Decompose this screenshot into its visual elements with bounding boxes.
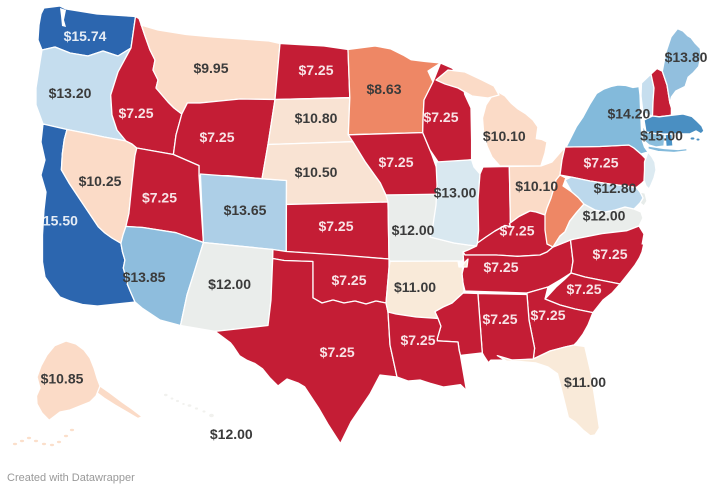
svg-text:$10.10: $10.10: [483, 128, 526, 144]
svg-text:$10.50: $10.50: [295, 164, 338, 180]
svg-text:$13.65: $13.65: [224, 202, 267, 218]
svg-text:$7.25: $7.25: [423, 109, 458, 125]
svg-text:$12.80: $12.80: [594, 180, 637, 196]
svg-text:$13.00: $13.00: [434, 185, 477, 201]
svg-text:$11.00: $11.00: [394, 279, 436, 295]
svg-text:$7.25: $7.25: [566, 281, 601, 297]
svg-text:$7.25: $7.25: [530, 307, 565, 323]
svg-text:$10.10: $10.10: [515, 178, 558, 194]
svg-text:$14.20: $14.20: [607, 106, 650, 122]
svg-text:$7.25: $7.25: [483, 259, 518, 275]
svg-text:$7.25: $7.25: [199, 129, 234, 145]
svg-text:$7.25: $7.25: [331, 272, 366, 288]
svg-text:$7.25: $7.25: [592, 246, 627, 262]
svg-text:$13.20: $13.20: [49, 85, 92, 101]
svg-text:$10.80: $10.80: [295, 110, 338, 126]
svg-text:$12.00: $12.00: [583, 208, 626, 224]
svg-text:$7.25: $7.25: [142, 190, 177, 206]
svg-text:$12.00: $12.00: [210, 426, 253, 442]
svg-text:$7.25: $7.25: [118, 105, 153, 121]
svg-text:$7.25: $7.25: [499, 222, 534, 238]
svg-text:$7.25: $7.25: [320, 344, 355, 360]
svg-text:$7.25: $7.25: [378, 154, 413, 170]
svg-text:$13.80: $13.80: [665, 49, 708, 65]
svg-text:$13.85: $13.85: [123, 269, 166, 285]
svg-text:$7.25: $7.25: [482, 311, 517, 327]
svg-text:$12.00: $12.00: [392, 222, 435, 238]
svg-text:$11.00: $11.00: [564, 374, 606, 390]
svg-text:$15.00: $15.00: [640, 128, 683, 144]
svg-text:$12.00: $12.00: [208, 276, 251, 292]
svg-text:$7.25: $7.25: [400, 332, 435, 348]
svg-text:$7.25: $7.25: [318, 218, 353, 234]
svg-text:$7.25: $7.25: [583, 155, 618, 171]
svg-text:$15.50: $15.50: [35, 212, 78, 228]
svg-text:$10.85: $10.85: [41, 370, 84, 386]
svg-text:$10.25: $10.25: [79, 173, 122, 189]
svg-text:$7.25: $7.25: [298, 62, 333, 78]
svg-text:$9.95: $9.95: [193, 60, 228, 76]
svg-text:$15.74: $15.74: [64, 28, 107, 44]
svg-text:$8.63: $8.63: [366, 81, 401, 97]
